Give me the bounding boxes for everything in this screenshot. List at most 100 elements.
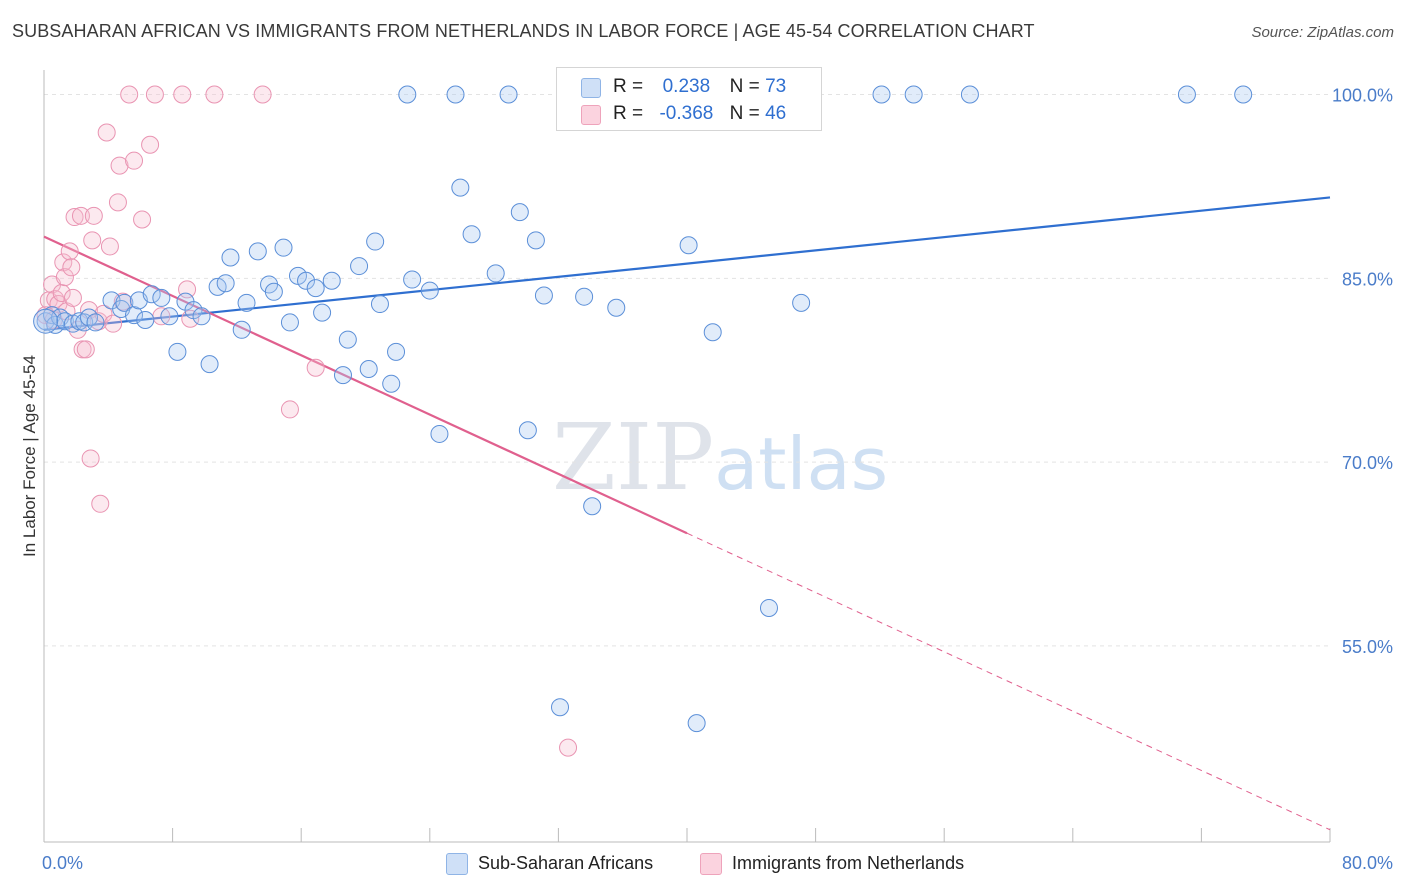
subsaharan-point-43	[366, 232, 385, 251]
bottom-legend-swatch-netherlands	[700, 853, 722, 875]
subsaharan-point-17	[152, 288, 171, 307]
subsaharan-point-18	[160, 307, 179, 326]
subsaharan-point-52	[451, 178, 470, 197]
subsaharan-point-54	[486, 264, 505, 283]
subsaharan-point-60	[551, 698, 570, 717]
netherlands-point-34	[141, 135, 160, 154]
netherlands-point-15	[71, 206, 90, 225]
legend-swatch-netherlands	[581, 105, 601, 125]
subsaharan-point-70	[792, 293, 811, 312]
netherlands-point-19	[81, 449, 100, 468]
watermark-zip: ZIP	[552, 404, 715, 511]
legend-n-value: 73	[765, 76, 787, 97]
subsaharan-point-51	[446, 85, 465, 104]
source-credit: Source: ZipAtlas.com	[1251, 24, 1394, 41]
subsaharan-point-62	[583, 497, 602, 516]
subsaharan-point-40	[338, 330, 357, 349]
subsaharan-point-25	[216, 274, 235, 293]
subsaharan-point-29	[248, 242, 267, 261]
watermark-atlas: atlas	[714, 422, 889, 506]
subsaharan-point-47	[398, 85, 417, 104]
netherlands-point-42	[280, 400, 299, 419]
watermark: ZIPatlas	[552, 404, 888, 511]
trend-lines	[43, 196, 1331, 831]
subsaharan-point-41	[350, 257, 369, 276]
trend-line-0	[43, 196, 1331, 331]
netherlands-point-41	[253, 85, 272, 104]
subsaharan-point-16	[142, 285, 161, 304]
netherlands-point-27	[104, 314, 123, 333]
netherlands-point-35	[145, 85, 164, 104]
y-tick-label-0: 100.0%	[1332, 86, 1393, 106]
netherlands-point-32	[125, 151, 144, 170]
subsaharan-point-55	[499, 85, 518, 104]
netherlands-point-26	[100, 237, 119, 256]
bottom-legend-label-subsaharan: Sub-Saharan Africans	[478, 853, 654, 873]
netherlands-point-33	[133, 210, 152, 229]
x-tick-label-0: 0.0%	[42, 853, 83, 873]
netherlands-point-29	[110, 156, 129, 175]
legend-n-label: N =	[729, 103, 760, 124]
subsaharan-point-53	[462, 225, 481, 244]
subsaharan-point-19	[168, 342, 187, 361]
subsaharan-point-48	[403, 270, 422, 289]
data-points	[33, 85, 1253, 757]
subsaharan-point-67	[703, 323, 722, 342]
subsaharan-point-71	[872, 85, 891, 104]
bottom-legend-swatch-subsaharan	[446, 853, 468, 875]
subsaharan-point-74	[1177, 85, 1196, 104]
subsaharan-point-56	[510, 203, 529, 222]
netherlands-point-43	[306, 358, 325, 377]
netherlands-point-12	[63, 288, 82, 307]
netherlands-point-23	[91, 494, 110, 513]
netherlands-point-44	[559, 738, 578, 757]
subsaharan-point-69	[759, 598, 778, 617]
legend-r-value: -0.368	[659, 103, 714, 124]
netherlands-point-10	[60, 242, 79, 261]
y-axis-label: In Labor Force | Age 45-54	[20, 355, 39, 557]
x-tick-label-1: 80.0%	[1342, 853, 1393, 873]
grid-lines	[44, 94, 1330, 647]
netherlands-point-8	[55, 268, 74, 287]
subsaharan-point-9	[86, 313, 105, 332]
chart-title: SUBSAHARAN AFRICAN VS IMMIGRANTS FROM NE…	[12, 21, 1035, 41]
y-tick-label-3: 55.0%	[1342, 637, 1393, 657]
subsaharan-point-49	[420, 281, 439, 300]
subsaharan-point-32	[274, 238, 293, 257]
netherlands-point-17	[76, 340, 95, 359]
subsaharan-point-39	[333, 366, 352, 385]
subsaharan-point-22	[192, 307, 211, 326]
netherlands-point-21	[84, 206, 103, 225]
legend-r-label: R =	[613, 76, 644, 97]
legend-n-label: N =	[729, 76, 760, 97]
legend-r-value: 0.238	[662, 76, 711, 97]
legend-r-label: R =	[613, 103, 644, 124]
trend-line-1	[43, 235, 688, 535]
subsaharan-point-35	[297, 271, 316, 290]
subsaharan-point-45	[382, 374, 401, 393]
subsaharan-point-27	[232, 320, 251, 339]
subsaharan-point-66	[687, 714, 706, 733]
netherlands-point-40	[205, 85, 224, 104]
netherlands-point-31	[120, 85, 139, 104]
subsaharan-point-73	[960, 85, 979, 104]
axes	[43, 70, 1331, 843]
axis-labels: 100.0% 85.0% 70.0% 55.0% 0.0% 80.0% In Labor F…	[20, 86, 1393, 873]
legend-text-netherlands: R = -0.368 N = 46	[613, 103, 786, 125]
subsaharan-point-42	[359, 359, 378, 378]
subsaharan-point-75	[1234, 85, 1253, 104]
subsaharan-point-26	[221, 248, 240, 267]
subsaharan-point-31	[264, 282, 283, 301]
subsaharan-cluster-point	[33, 308, 59, 334]
subsaharan-point-33	[280, 313, 299, 332]
netherlands-point-25	[97, 123, 116, 142]
bottom-legend-label-netherlands: Immigrants from Netherlands	[732, 853, 965, 873]
legend-n-value: 46	[765, 103, 787, 124]
legend-swatch-subsaharan	[581, 78, 601, 98]
legend-text-subsaharan: R = 0.238 N = 73	[613, 76, 786, 98]
y-tick-label-2: 70.0%	[1342, 453, 1393, 473]
subsaharan-point-37	[313, 303, 332, 322]
netherlands-point-20	[83, 231, 102, 250]
subsaharan-point-58	[526, 231, 545, 250]
